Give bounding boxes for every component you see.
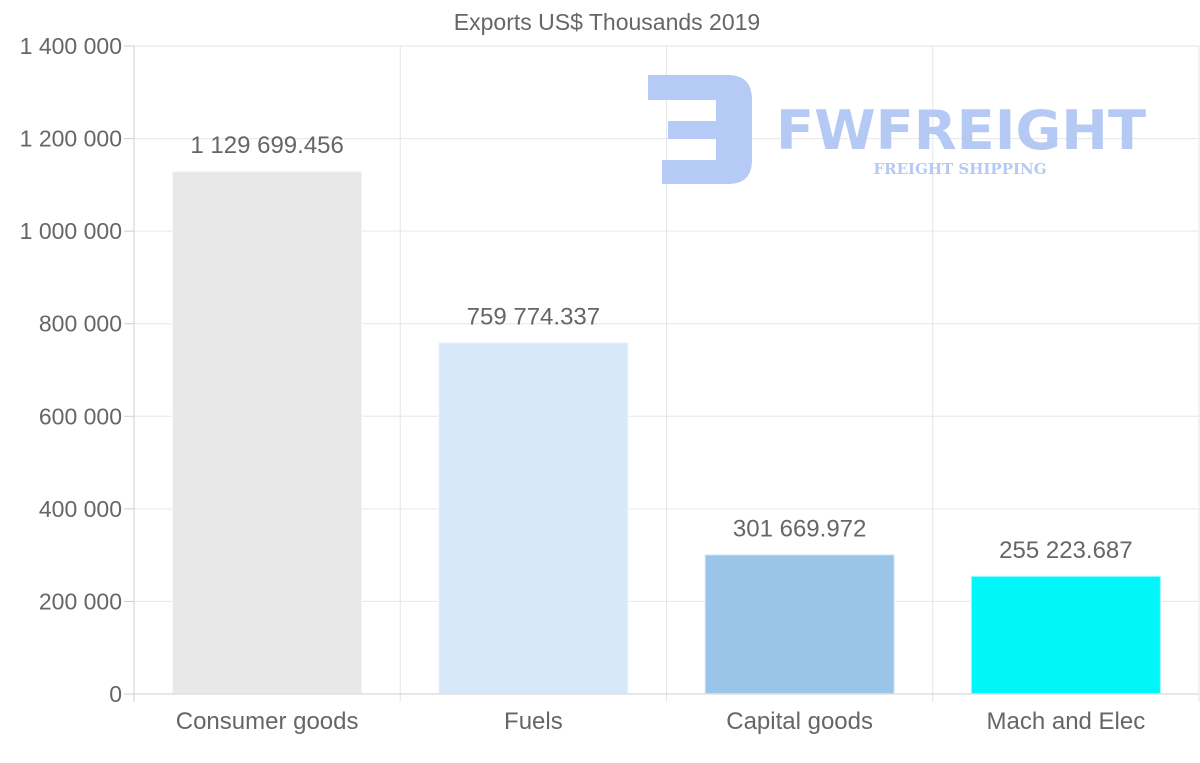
value-labels: 1 129 699.456 759 774.337 301 669.972 255 2… [190,132,1132,564]
y-tick-label: 1 200 000 [20,126,122,152]
bar-consumer-goods[interactable] [171,170,364,695]
y-tick-label: 800 000 [39,311,122,337]
x-tick-label: Capital goods [726,708,873,735]
x-tick-label: Mach and Elec [986,708,1145,735]
watermark-tagline: FREIGHT SHIPPING [873,160,1046,178]
bar-mach-and-elec[interactable] [969,574,1162,696]
x-tick-label: Consumer goods [176,708,359,735]
bar-fuels[interactable] [437,341,630,695]
watermark: FWFREIGHT FREIGHT SHIPPING [648,75,1146,184]
x-axis-ticks: Consumer goods Fuels Capital goods Mach and… [176,708,1146,735]
y-tick-label: 1 000 000 [20,218,122,244]
y-tick-label: 0 [109,681,122,707]
bars [171,170,1162,696]
data-label: 255 223.687 [999,537,1132,564]
bar-capital-goods[interactable] [703,553,896,695]
y-tick-label: 200 000 [39,588,122,614]
data-label: 759 774.337 [467,303,600,330]
y-axis-ticks: 0 200 000 400 000 600 000 800 000 1 000 000 1 … [20,33,134,707]
fwfreight-logo-icon [648,75,752,184]
y-tick-label: 1 400 000 [20,33,122,59]
chart-title: Exports US$ Thousands 2019 [454,9,760,35]
data-label: 301 669.972 [733,515,866,542]
data-label: 1 129 699.456 [190,132,343,159]
watermark-brand: FWFREIGHT [776,99,1146,162]
y-tick-label: 400 000 [39,496,122,522]
x-tick-label: Fuels [504,708,563,735]
y-tick-label: 600 000 [39,403,122,429]
axes [124,46,1199,702]
